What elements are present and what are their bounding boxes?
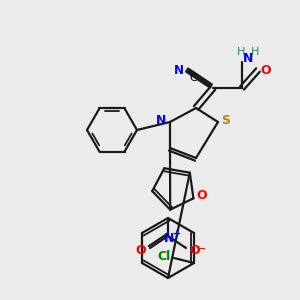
Text: Cl: Cl <box>158 250 171 263</box>
Text: O: O <box>196 189 207 202</box>
Text: C: C <box>189 73 197 83</box>
Text: N: N <box>243 52 253 64</box>
Text: H: H <box>251 47 259 57</box>
Text: H: H <box>237 47 245 57</box>
Text: −: − <box>197 244 207 254</box>
Text: O: O <box>136 244 146 256</box>
Text: +: + <box>173 229 181 239</box>
Text: O: O <box>190 244 200 256</box>
Text: S: S <box>221 113 230 127</box>
Text: N: N <box>156 113 166 127</box>
Text: N: N <box>174 64 184 77</box>
Text: O: O <box>261 64 271 76</box>
Text: N: N <box>164 232 174 245</box>
